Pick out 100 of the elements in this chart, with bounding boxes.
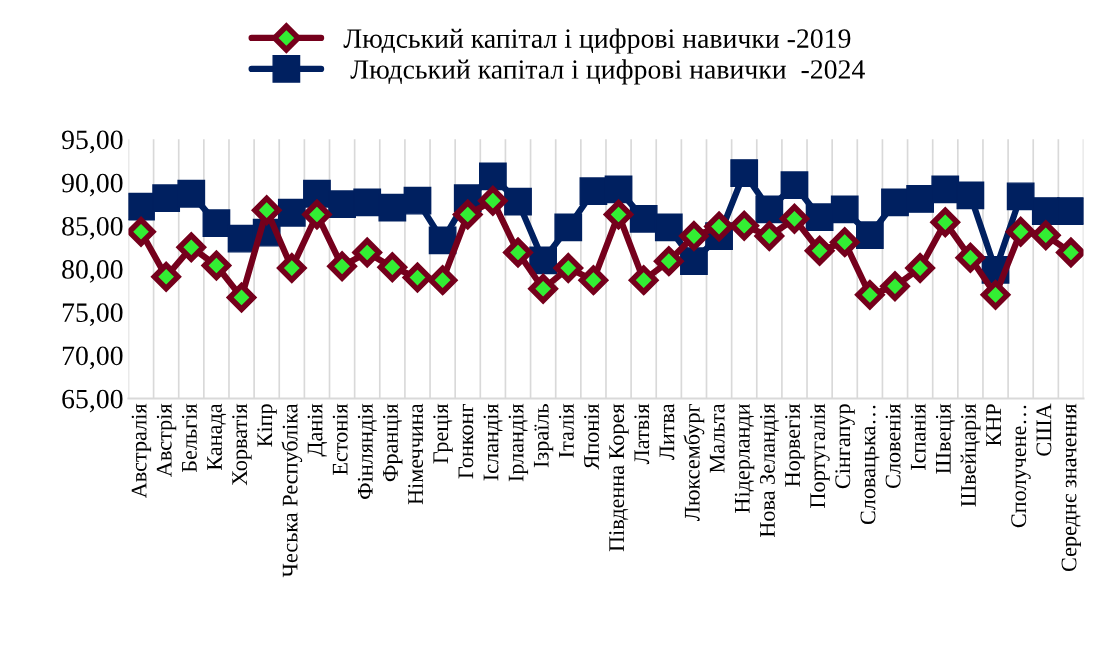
point	[905, 253, 935, 283]
legend-label: Людський капітал і цифрові навички -2024	[350, 59, 865, 85]
x-tick-label: Норвегія	[785, 403, 805, 487]
y-tick-label: 65,00	[62, 389, 123, 413]
point	[528, 274, 558, 304]
point	[629, 265, 659, 295]
x-tick-label: Іспанія	[910, 403, 926, 470]
y-tick-label: 85,00	[62, 216, 123, 240]
x-tick-label: Канада	[207, 403, 227, 471]
point	[754, 221, 784, 251]
point	[1056, 237, 1084, 268]
point	[353, 188, 382, 217]
point	[176, 232, 206, 262]
x-tick-label: Швеція	[935, 403, 955, 474]
point	[128, 217, 156, 247]
point	[779, 204, 810, 234]
point	[980, 280, 1011, 310]
point	[755, 195, 784, 224]
point	[177, 179, 206, 208]
point	[554, 213, 583, 242]
x-tick-label: Люксембург	[683, 403, 705, 521]
point	[504, 187, 532, 216]
y-tick-label: 95,00	[61, 130, 123, 154]
point	[201, 250, 231, 281]
x-tick-label: Естонія	[332, 403, 348, 475]
point	[152, 184, 181, 212]
point	[277, 198, 306, 227]
x-tick-label: Кіпр	[257, 404, 277, 447]
x-tick-label: Хорватія	[232, 403, 252, 486]
x-tick-label: Ісландія	[483, 403, 503, 481]
x-tick-label: Швейцарія	[960, 403, 981, 507]
point	[830, 227, 860, 257]
point	[729, 211, 759, 241]
point	[654, 213, 683, 242]
x-tick-label: Ірландія	[508, 403, 529, 482]
x-tick-label: Нова Зеландія	[759, 403, 779, 538]
point	[352, 237, 382, 268]
point	[629, 204, 658, 233]
point	[402, 262, 433, 293]
point	[906, 185, 935, 213]
x-tick-label: Австралія	[131, 403, 152, 499]
x-tick-label: Південна Корея	[609, 403, 629, 552]
y-tick-label: 70,00	[62, 346, 123, 370]
point	[302, 199, 332, 230]
point	[151, 262, 181, 292]
x-tick-label: Гонконг	[458, 403, 474, 479]
point	[202, 209, 231, 238]
x-tick-label: Італія	[558, 403, 574, 458]
x-tick-label: Латвія	[634, 403, 650, 465]
point	[880, 271, 910, 301]
x-tick-label: Нідерланди	[734, 403, 755, 513]
x-tick-label: Португалія	[810, 403, 830, 508]
point	[1006, 182, 1035, 211]
point	[604, 175, 633, 204]
x-tick-label: Чеська Республіка	[281, 403, 303, 578]
point	[603, 199, 634, 230]
x-tick-label: Австрія	[156, 403, 177, 477]
point	[553, 253, 583, 283]
y-tick-label: 75,00	[62, 303, 123, 327]
x-tick-label: Японія	[584, 403, 599, 470]
point	[855, 280, 885, 310]
point	[252, 195, 282, 225]
point	[378, 193, 407, 222]
x-tick-label: КНР	[986, 404, 1001, 446]
point	[478, 162, 507, 191]
x-tick-label: Середнє значення	[1061, 403, 1081, 572]
x-tick-label: Ізраїль	[533, 404, 554, 468]
point	[930, 207, 960, 237]
point	[578, 265, 608, 295]
point	[503, 237, 533, 268]
x-tick-label: Литва	[659, 403, 675, 460]
x-tick-label: Данія	[307, 403, 328, 457]
point	[478, 186, 508, 216]
x-tick-label: Німеччина	[408, 403, 424, 505]
point	[956, 181, 985, 210]
point	[855, 221, 884, 250]
point	[730, 159, 759, 187]
point	[277, 253, 307, 283]
x-tick-label: Мальта	[709, 403, 725, 473]
point	[780, 171, 809, 200]
x-tick-label: Бельгія	[181, 403, 197, 473]
point	[1031, 220, 1061, 250]
x-tick-label: Сполучене…	[1011, 405, 1031, 528]
point	[931, 175, 960, 204]
x-tick-label: США	[1036, 403, 1052, 456]
point	[327, 251, 357, 281]
point	[654, 246, 684, 276]
point	[680, 247, 708, 276]
point	[227, 224, 256, 253]
y-tick-label: 90,00	[61, 173, 123, 197]
x-tick-label: Сінгапур	[835, 404, 855, 489]
point	[453, 199, 483, 230]
point	[428, 265, 458, 295]
point	[1006, 217, 1036, 247]
point	[805, 236, 835, 266]
x-tick-label: Словацька…	[860, 405, 880, 525]
point	[377, 252, 407, 282]
point	[955, 243, 985, 273]
point	[1057, 197, 1084, 225]
point	[403, 186, 432, 215]
